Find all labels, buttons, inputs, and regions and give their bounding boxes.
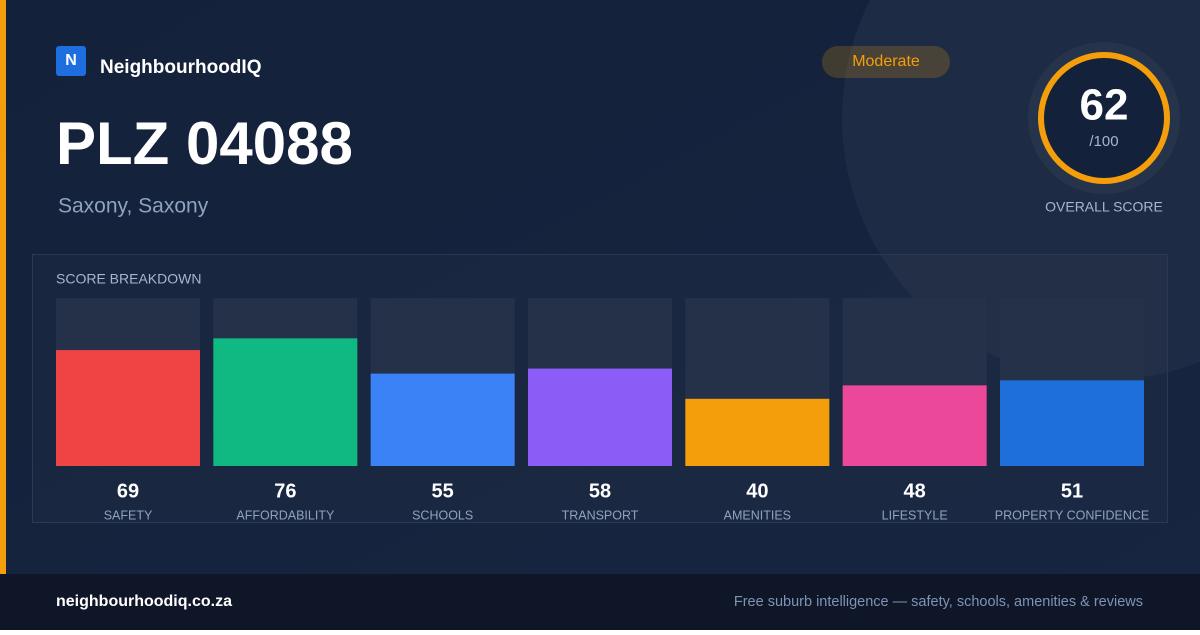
page-title: PLZ 04088 bbox=[56, 110, 353, 177]
bar bbox=[685, 398, 830, 466]
breakdown-panel bbox=[32, 254, 1168, 523]
value-label: 58 bbox=[589, 480, 611, 502]
category-label: LIFESTYLE bbox=[882, 508, 948, 522]
logo-letter: N bbox=[65, 52, 77, 69]
overall-out-of: /100 bbox=[1089, 133, 1118, 150]
overall-label: OVERALL SCORE bbox=[1045, 199, 1163, 215]
logo bbox=[56, 46, 86, 76]
breakdown-title: SCORE BREAKDOWN bbox=[56, 271, 201, 287]
location: Saxony, Saxony bbox=[58, 195, 209, 218]
bar bbox=[1000, 380, 1144, 466]
badge bbox=[822, 46, 950, 78]
footer-tagline: Free suburb intelligence — safety, schoo… bbox=[734, 594, 1143, 610]
category-label: SAFETY bbox=[104, 508, 153, 522]
value-label: 51 bbox=[1061, 480, 1083, 502]
category-label: TRANSPORT bbox=[562, 508, 639, 522]
bar bbox=[213, 338, 358, 466]
brand-name: NeighbourhoodIQ bbox=[100, 57, 261, 78]
category-label: SCHOOLS bbox=[412, 508, 473, 522]
bar bbox=[56, 350, 200, 466]
footer bbox=[0, 574, 1200, 630]
bar bbox=[370, 373, 515, 466]
badge-text: Moderate bbox=[852, 53, 920, 70]
category-label: PROPERTY CONFIDENCE bbox=[995, 508, 1149, 522]
accent-stripe bbox=[0, 0, 6, 574]
value-label: 55 bbox=[432, 480, 454, 502]
value-label: 76 bbox=[274, 480, 296, 502]
value-label: 40 bbox=[746, 480, 768, 502]
bar bbox=[842, 385, 987, 466]
value-label: 48 bbox=[904, 480, 926, 502]
score-ring bbox=[1038, 52, 1170, 184]
footer-url: neighbourhoodiq.co.za bbox=[56, 593, 232, 610]
bar bbox=[528, 368, 672, 466]
overall-score: 62 bbox=[1080, 81, 1129, 130]
value-label: 69 bbox=[117, 480, 139, 502]
category-label: AFFORDABILITY bbox=[236, 508, 335, 522]
category-label: AMENITIES bbox=[724, 508, 791, 522]
